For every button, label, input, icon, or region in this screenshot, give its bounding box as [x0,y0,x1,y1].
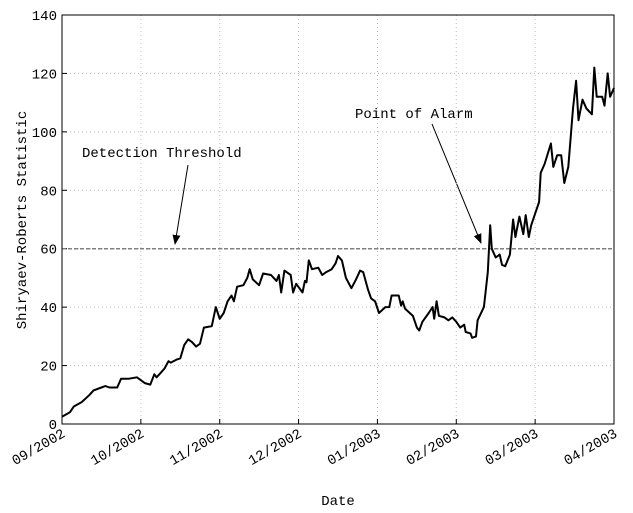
y-tick-label: 40 [40,301,57,317]
x-tick-label: 01/2003 [325,426,384,469]
y-axis-label: Shiryaev-Roberts Statistic [15,111,31,329]
x-tick-label: 09/2002 [10,426,69,469]
annotation-arrow [172,164,189,245]
x-axis-label: Date [321,494,355,510]
x-tick-label: 11/2002 [167,426,226,469]
x-tick-label: 03/2003 [483,426,542,469]
annotation: Detection Threshold [82,146,242,162]
series-line [61,66,615,418]
y-tick-label: 0 [49,418,57,434]
x-tick-label: 12/2002 [246,426,305,469]
plot-frame [61,14,615,425]
x-tick-label: 02/2003 [404,426,463,469]
y-tick-label: 140 [32,9,57,25]
y-tick-label: 60 [40,243,57,259]
annotation: Point of Alarm [355,107,473,123]
y-tick-label: 100 [32,126,57,142]
y-tick-label: 80 [40,184,57,200]
y-tick-label: 120 [32,67,57,83]
y-tick-label: 20 [40,360,57,376]
x-tick-label: 04/2003 [562,426,621,469]
x-tick-label: 10/2002 [88,426,147,469]
